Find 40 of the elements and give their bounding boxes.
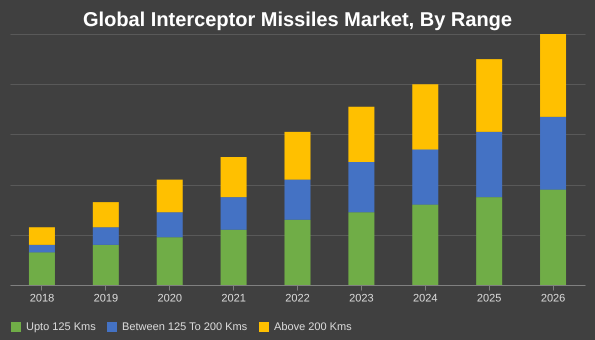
bar	[476, 132, 502, 198]
bar	[412, 149, 438, 205]
bar	[92, 244, 119, 285]
bar	[284, 132, 310, 180]
x-tick-label: 2024	[413, 292, 438, 304]
bar	[156, 180, 183, 212]
bar	[540, 116, 566, 190]
bar	[540, 190, 566, 285]
chart-title: Global Interceptor Missiles Market, By Range	[82, 9, 512, 31]
x-tick-label: 2018	[30, 292, 54, 304]
legend-label: Upto 125 Kms	[26, 321, 96, 333]
bar	[348, 162, 374, 212]
bar	[476, 197, 502, 285]
bar	[412, 204, 438, 285]
bar	[92, 227, 119, 245]
legend-label: Above 200 Kms	[274, 321, 352, 333]
bar	[284, 220, 310, 285]
bar	[348, 212, 374, 285]
bar	[412, 84, 438, 150]
x-tick-label: 2022	[285, 292, 310, 304]
bar	[540, 34, 566, 117]
bar	[28, 252, 55, 285]
x-tick-label: 2023	[349, 292, 374, 304]
bar	[220, 230, 247, 285]
bar	[92, 202, 119, 228]
x-tick-label: 2021	[221, 292, 246, 304]
bar	[220, 156, 247, 198]
x-tick-label: 2025	[476, 292, 502, 304]
bar	[220, 197, 247, 230]
legend-label: Between 125 To 200 Kms	[122, 321, 248, 333]
x-tick-label: 2019	[94, 292, 118, 304]
bar	[476, 59, 502, 132]
x-tick-label: 2020	[157, 292, 182, 304]
bar	[156, 237, 183, 285]
bar	[28, 227, 55, 245]
x-tick-label: 2026	[540, 292, 566, 304]
bar	[284, 180, 310, 220]
bar	[28, 244, 55, 252]
bar	[348, 106, 374, 162]
bar	[156, 212, 183, 238]
